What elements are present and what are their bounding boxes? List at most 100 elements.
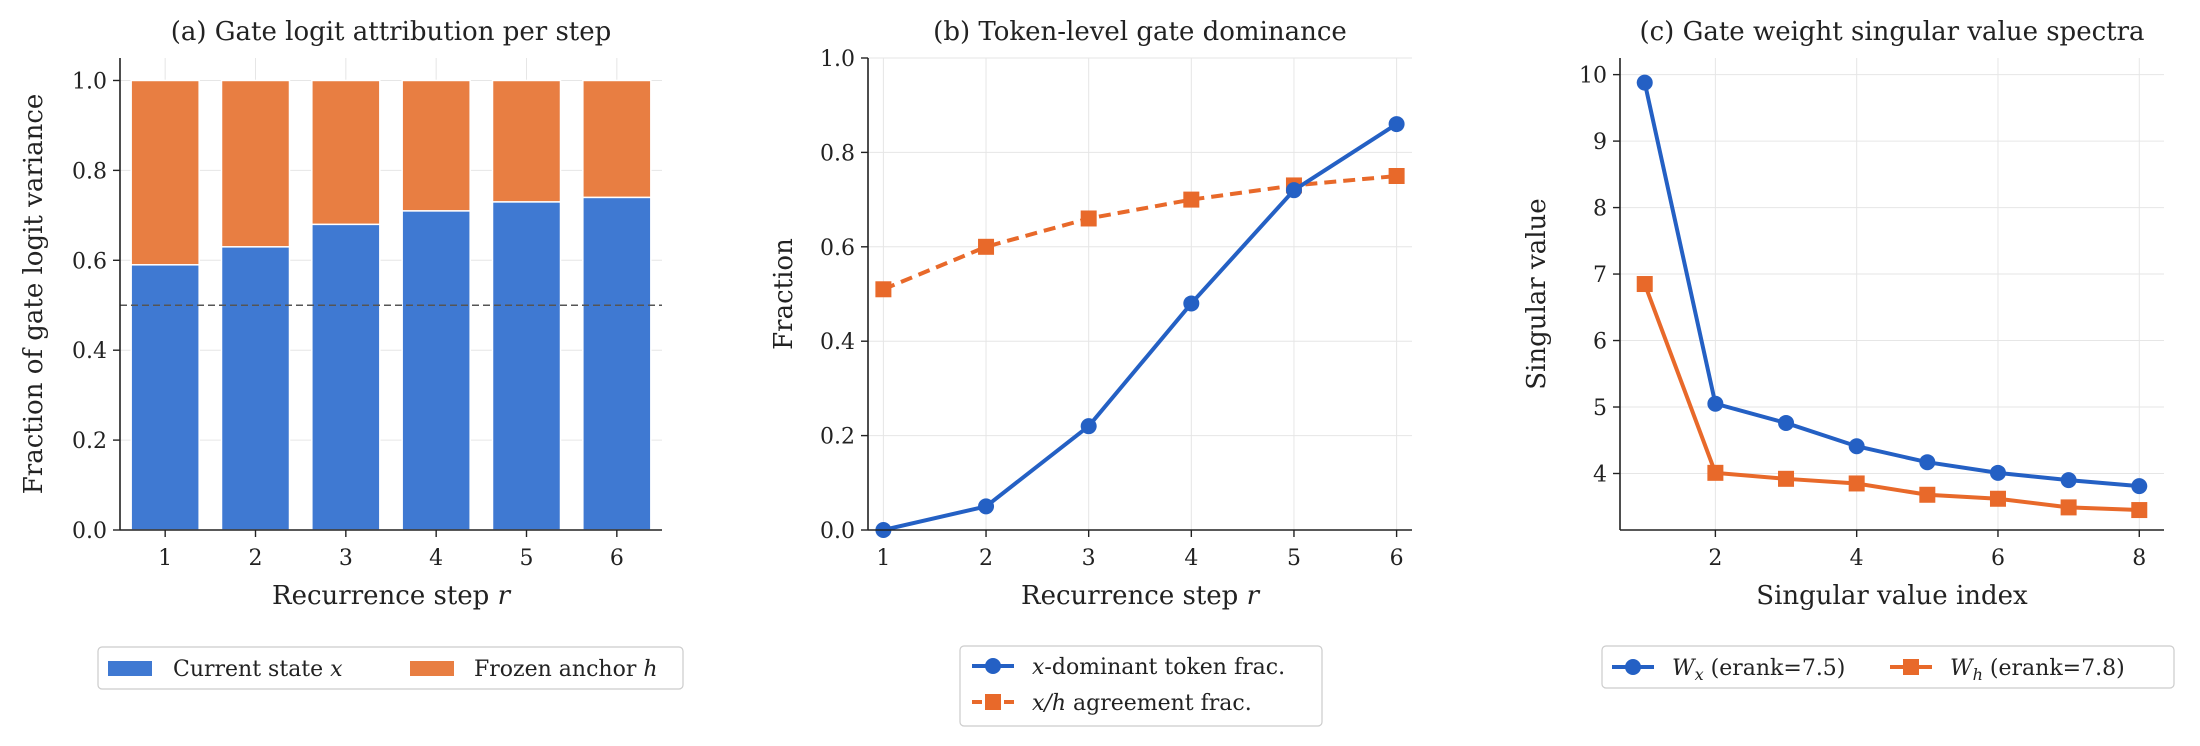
x-tick-label: 8 [2132, 546, 2146, 571]
y-axis-label: Fraction [769, 238, 799, 350]
x-tick-label: 5 [520, 546, 534, 571]
x-tick-label: 6 [1991, 546, 2005, 571]
panel-a: 0.0 0.2 0.4 0.6 0.8 1.0 1 2 3 4 5 6 (a) Gate logit a… [19, 17, 684, 690]
bar-frozen-anchor [401, 79, 471, 212]
point-agreement [875, 281, 892, 298]
legend-marker-agreement [985, 694, 1001, 710]
point-x-dominant [1285, 182, 1302, 199]
panel-c: 4 5 6 7 8 9 10 2 4 6 8 (c) Gate weight singular val… [1522, 17, 2175, 689]
point-wh [1636, 276, 1653, 293]
legend-box [97, 646, 684, 690]
y-tick-label: 5 [1593, 396, 1607, 421]
point-wx [1636, 74, 1653, 91]
x-tick-label: 4 [429, 546, 443, 571]
y-tick-label: 0.4 [820, 330, 855, 355]
x-axis-label: Singular value index [1756, 581, 2028, 611]
series-line-wh [1642, 283, 2140, 513]
point-x-dominant [1080, 418, 1097, 435]
y-tick-label: 0.6 [72, 249, 107, 274]
y-tick-label: 0.8 [72, 159, 107, 184]
legend-marker-wh [1903, 659, 1919, 675]
bar-current-state [401, 210, 471, 531]
bar-current-state [220, 246, 291, 531]
bar-current-state [582, 196, 652, 531]
point-x-dominant [1388, 116, 1405, 133]
y-tick-label: 8 [1593, 197, 1607, 222]
x-axis-label: Recurrence step r [1021, 581, 1261, 611]
x-tick-label: 1 [158, 546, 172, 571]
y-tick-label: 1.0 [820, 47, 855, 72]
chart-title: (a) Gate logit attribution per step [171, 17, 612, 47]
series-line-x-dominant [882, 122, 1398, 532]
point-agreement [1183, 191, 1200, 208]
bar-current-state [311, 223, 381, 531]
x-tick-label: 2 [979, 546, 993, 571]
panel-b: 0.0 0.2 0.4 0.6 0.8 1.0 1 2 3 4 5 6 (b) Token-level … [769, 17, 1412, 727]
legend: Current state x Frozen anchor h [97, 646, 684, 690]
legend-label-agreement: x/h agreement frac. [1032, 691, 1252, 716]
legend-box [1601, 645, 2175, 689]
x-tick-label: 2 [249, 546, 263, 571]
y-tick-label: 1.0 [72, 69, 107, 94]
legend: x-dominant token frac. x/h agreement frac… [959, 645, 1323, 727]
x-tick-label: 2 [1708, 546, 1722, 571]
y-tick-label: 0.0 [72, 519, 107, 544]
point-wh [1989, 490, 2006, 507]
bar-frozen-anchor [311, 79, 381, 226]
point-wh [1707, 464, 1724, 481]
x-axis-label: Recurrence step r [272, 581, 512, 611]
legend: Wx (erank=7.5) Wh (erank=7.8) [1601, 645, 2175, 689]
y-tick-label: 10 [1579, 64, 1607, 89]
chart-title: (c) Gate weight singular value spectra [1639, 17, 2144, 47]
point-wh [1778, 470, 1795, 487]
bar-frozen-anchor [582, 79, 652, 199]
point-x-dominant [1183, 295, 1200, 312]
legend-label-frozen-anchor: Frozen anchor h [474, 657, 658, 682]
legend-swatch-frozen-anchor [410, 661, 454, 676]
point-wx [2060, 472, 2077, 489]
y-tick-label: 0.6 [820, 236, 855, 261]
y-tick-label: 6 [1593, 330, 1607, 355]
legend-label-x-dominant: x-dominant token frac. [1032, 655, 1285, 680]
legend-label-wh: Wh (erank=7.8) [1950, 656, 2125, 684]
bar-frozen-anchor [491, 79, 562, 203]
legend-label-current-state: Current state x [173, 657, 343, 682]
point-wx [1707, 395, 1724, 412]
point-wh [1848, 475, 1865, 492]
point-wh [1919, 486, 1936, 503]
point-agreement [1388, 168, 1405, 184]
point-wx [1778, 414, 1795, 431]
point-wx [2131, 478, 2148, 495]
point-wx [1989, 464, 2006, 481]
x-tick-label: 1 [876, 546, 890, 571]
series-line-wx [1642, 82, 2140, 489]
x-tick-label: 4 [1850, 546, 1864, 571]
y-tick-label: 0.8 [820, 141, 855, 166]
legend-marker-x-dominant [985, 658, 1001, 674]
y-tick-label: 0.4 [72, 339, 107, 364]
y-tick-label: 0.2 [820, 425, 855, 450]
point-agreement [978, 238, 995, 255]
point-wh [2131, 502, 2148, 519]
x-tick-label: 5 [1287, 546, 1301, 571]
y-tick-label: 4 [1593, 462, 1607, 487]
point-wx [1848, 438, 1865, 455]
legend-swatch-current-state [108, 661, 152, 676]
x-tick-label: 4 [1184, 546, 1198, 571]
y-tick-label: 9 [1593, 130, 1607, 155]
x-tick-label: 6 [610, 546, 624, 571]
x-tick-label: 3 [339, 546, 353, 571]
series-line-agreement [882, 174, 1397, 292]
legend-box [959, 645, 1323, 727]
chart-title: (b) Token-level gate dominance [933, 17, 1347, 47]
bar-frozen-anchor [220, 79, 291, 248]
point-wh [2060, 499, 2077, 516]
legend-label-wx: Wx (erank=7.5) [1672, 656, 1845, 684]
y-tick-label: 7 [1593, 263, 1607, 288]
y-axis-label: Singular value [1522, 198, 1552, 389]
legend-marker-wx [1625, 659, 1641, 675]
x-tick-label: 6 [1390, 546, 1404, 571]
point-wx [1919, 454, 1936, 471]
point-x-dominant [978, 498, 995, 515]
